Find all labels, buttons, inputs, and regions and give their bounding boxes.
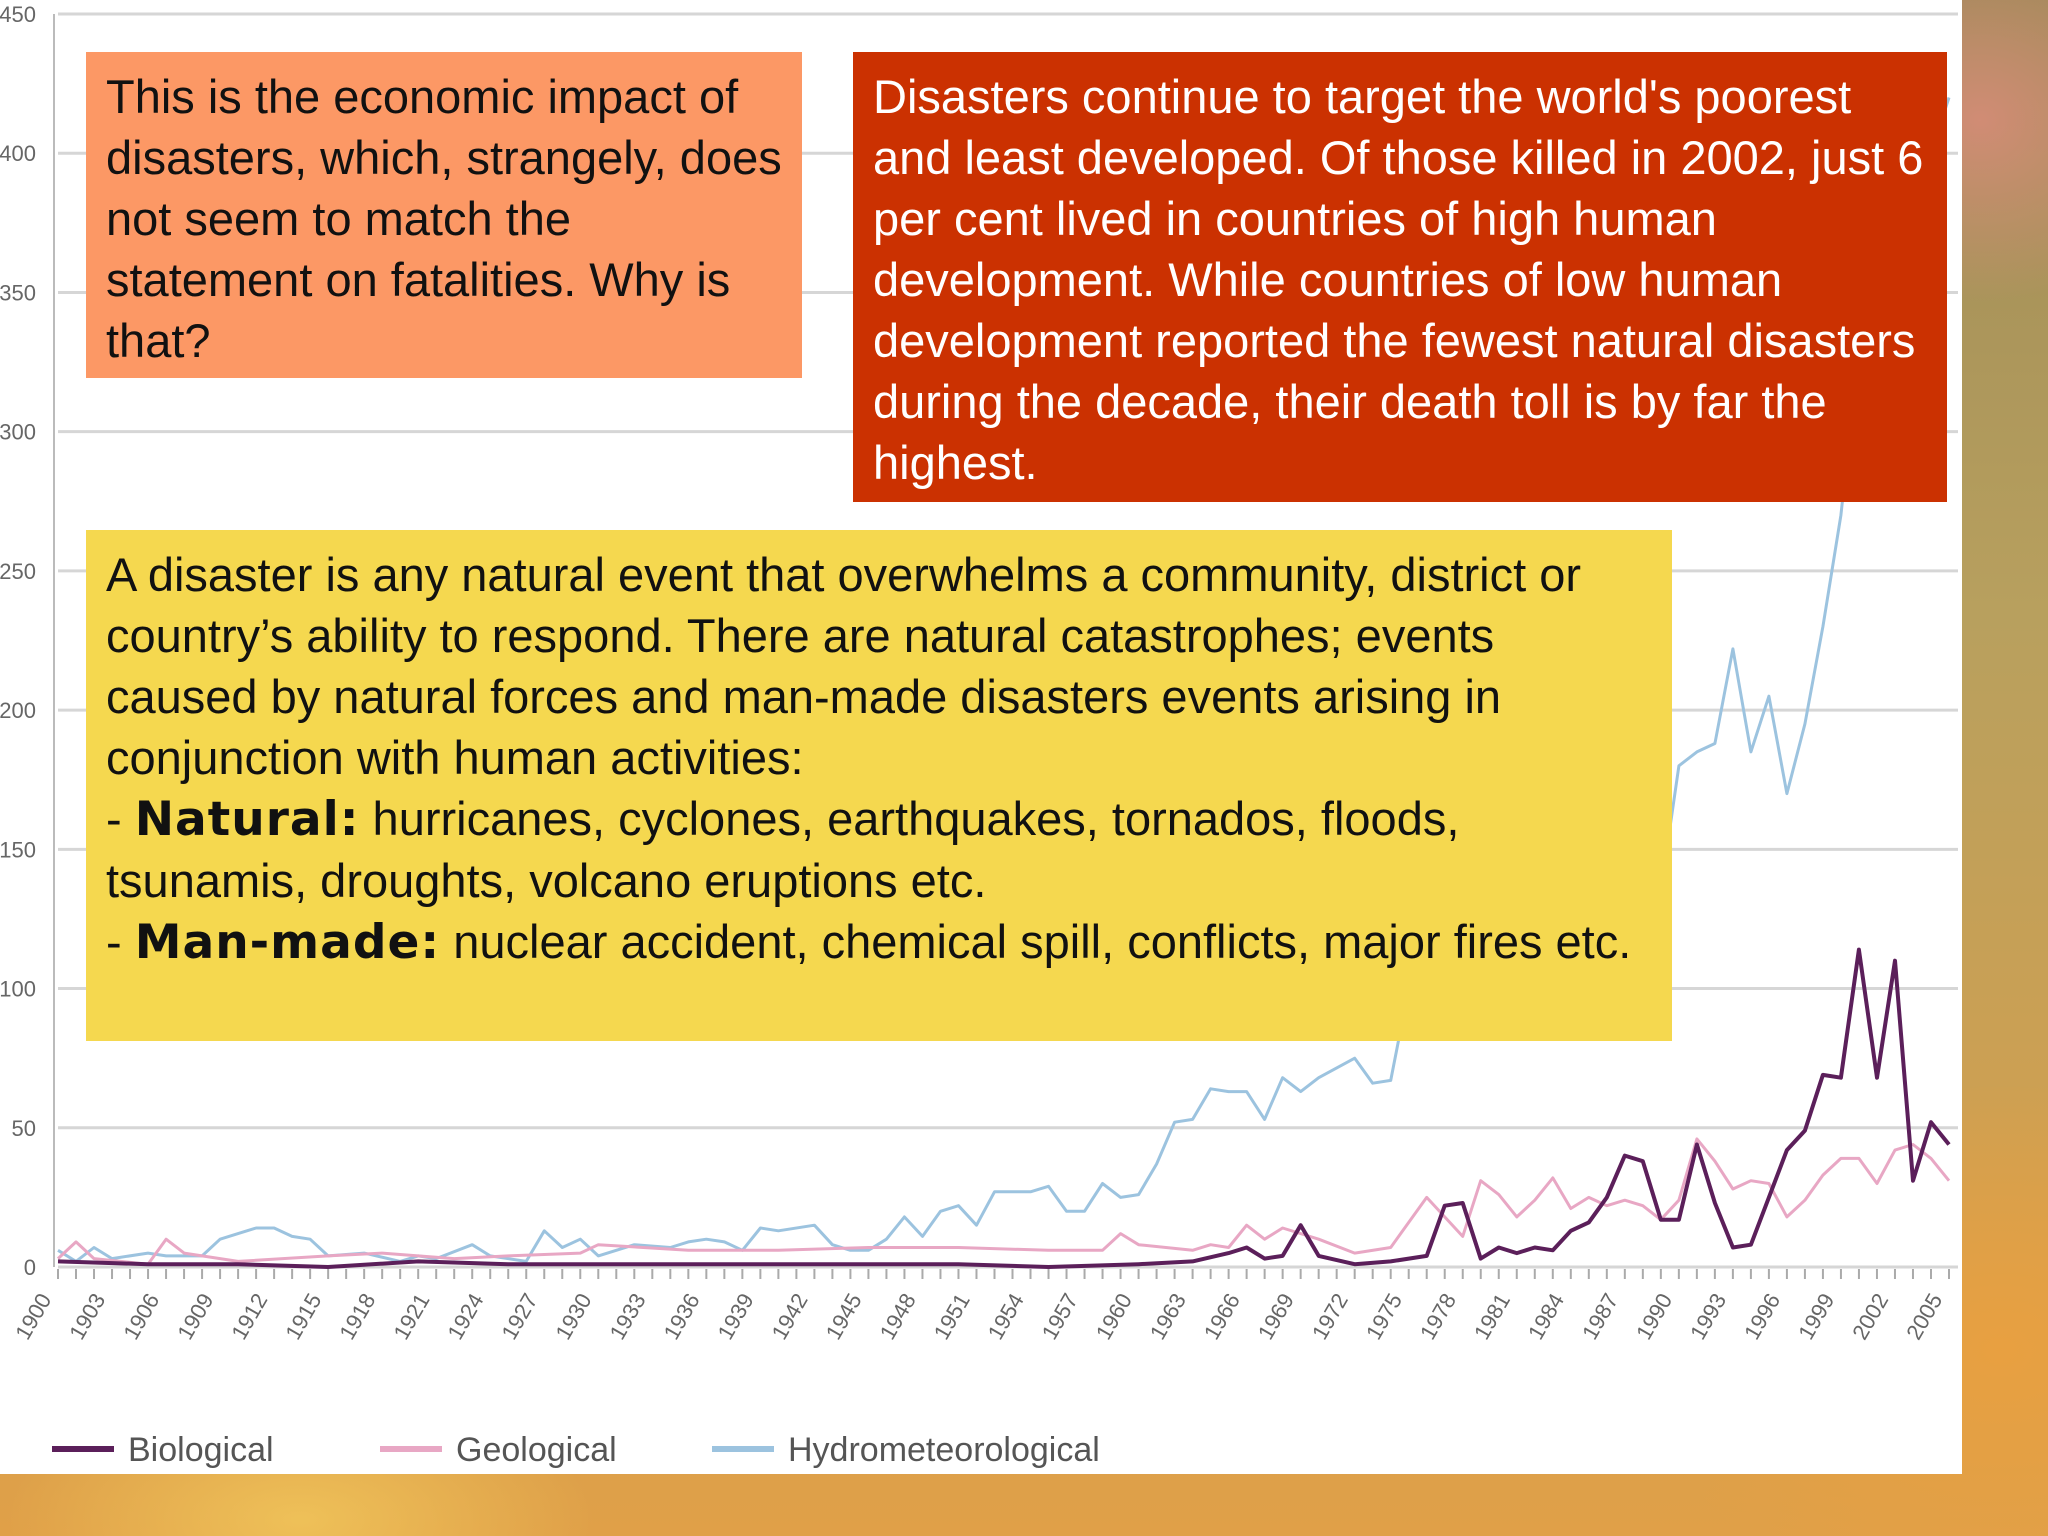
x-tick-label-1915: 1915 xyxy=(280,1289,326,1344)
series-layer xyxy=(56,97,1951,1269)
series-line-geological xyxy=(56,1137,1951,1266)
y-tick-label-300: 300 xyxy=(0,420,36,445)
x-tick-label-1951: 1951 xyxy=(929,1289,975,1344)
y-tick-label-0: 0 xyxy=(24,1255,36,1280)
economic-impact-text: This is the economic impact of disasters… xyxy=(106,70,782,367)
y-tick-label-150: 150 xyxy=(0,837,36,862)
x-tick-label-2002: 2002 xyxy=(1847,1289,1893,1344)
natural-examples-text: hurricanes, cyclones, earthquakes, torna… xyxy=(106,792,1460,907)
x-tick-label-1936: 1936 xyxy=(659,1289,705,1344)
economic-impact-note: This is the economic impact of disasters… xyxy=(86,52,802,378)
x-tick-label-1933: 1933 xyxy=(605,1289,651,1344)
x-tick-label-1978: 1978 xyxy=(1415,1289,1461,1344)
x-tick-label-1924: 1924 xyxy=(442,1289,488,1344)
x-tick-label-1975: 1975 xyxy=(1361,1289,1407,1344)
x-tick-label-1909: 1909 xyxy=(172,1289,218,1344)
y-tick-label-100: 100 xyxy=(0,977,36,1002)
x-tick-label-1900: 1900 xyxy=(10,1289,56,1344)
x-tick-label-1906: 1906 xyxy=(118,1289,164,1344)
y-tick-label-350: 350 xyxy=(0,280,36,305)
poorest-nations-note: Disasters continue to target the world's… xyxy=(853,52,1947,502)
y-tick-label-250: 250 xyxy=(0,559,36,584)
x-tick-label-1942: 1942 xyxy=(767,1289,813,1344)
manmade-label: Man-made: xyxy=(134,915,441,970)
x-tick-label-1966: 1966 xyxy=(1199,1289,1245,1344)
y-tick-label-200: 200 xyxy=(0,698,36,723)
x-tick-label-1927: 1927 xyxy=(496,1289,542,1344)
series-line-biological xyxy=(57,947,1951,1269)
y-tick-label-400: 400 xyxy=(0,141,36,166)
legend-label-hydrometeorological: Hydrometeorological xyxy=(788,1431,1100,1469)
definition-intro-text: A disaster is any natural event that ove… xyxy=(106,548,1582,784)
x-tick-label-1996: 1996 xyxy=(1739,1289,1785,1344)
x-tick-label-1918: 1918 xyxy=(334,1289,380,1344)
x-tick-label-1912: 1912 xyxy=(226,1289,272,1344)
y-tick-label-450: 450 xyxy=(0,2,36,27)
x-tick-label-1957: 1957 xyxy=(1037,1289,1083,1344)
poorest-nations-text: Disasters continue to target the world's… xyxy=(873,70,1924,489)
legend-label-biological: Biological xyxy=(128,1431,274,1469)
x-tick-label-1960: 1960 xyxy=(1091,1289,1137,1344)
disaster-definition-note: A disaster is any natural event that ove… xyxy=(86,530,1672,1041)
x-tick-label-1990: 1990 xyxy=(1631,1289,1677,1344)
x-tick-label-1939: 1939 xyxy=(713,1289,759,1344)
x-tick-label-1987: 1987 xyxy=(1577,1289,1623,1344)
y-tick-label-50: 50 xyxy=(12,1116,36,1141)
legend-label-geological: Geological xyxy=(456,1431,617,1469)
x-tick-label-1999: 1999 xyxy=(1793,1289,1839,1344)
x-tick-label-1963: 1963 xyxy=(1145,1289,1191,1344)
x-tick-label-1981: 1981 xyxy=(1469,1289,1515,1344)
x-tick-label-1972: 1972 xyxy=(1307,1289,1353,1344)
x-tick-label-1945: 1945 xyxy=(821,1289,867,1344)
x-tick-label-1948: 1948 xyxy=(875,1289,921,1344)
x-tick-label-1954: 1954 xyxy=(983,1289,1029,1344)
x-tick-label-1984: 1984 xyxy=(1523,1289,1569,1344)
x-tick-label-1930: 1930 xyxy=(550,1289,596,1344)
natural-prefix: - xyxy=(106,792,135,845)
x-tick-label-1921: 1921 xyxy=(388,1289,434,1344)
legend: Biological Geological Hydrometeorological xyxy=(52,1431,1100,1469)
x-tick-label-1993: 1993 xyxy=(1685,1289,1731,1344)
natural-label: Natural: xyxy=(134,792,360,847)
manmade-examples-text: nuclear accident, chemical spill, confli… xyxy=(440,915,1632,968)
x-tick-label-1969: 1969 xyxy=(1253,1289,1299,1344)
x-tick-label-2005: 2005 xyxy=(1901,1289,1947,1344)
manmade-prefix: - xyxy=(106,915,135,968)
x-tick-label-1903: 1903 xyxy=(64,1289,110,1344)
